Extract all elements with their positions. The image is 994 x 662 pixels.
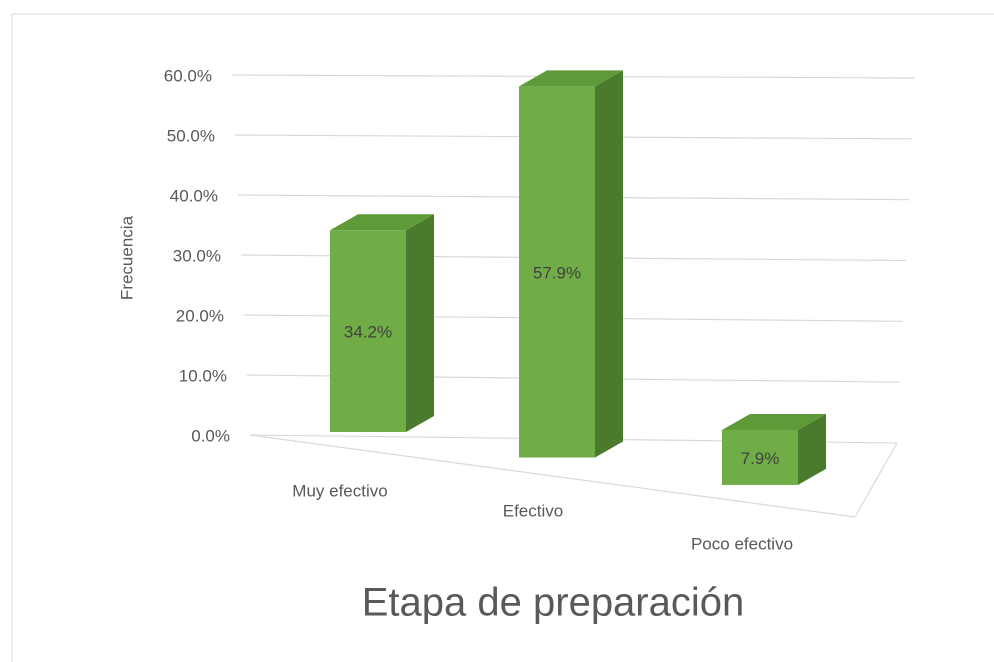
x-tick-label: Muy efectivo — [292, 481, 387, 500]
y-tick-label: 0.0% — [191, 426, 230, 445]
y-tick-label: 30.0% — [173, 246, 221, 265]
y-tick-label: 50.0% — [167, 126, 215, 145]
bar-top — [330, 214, 434, 231]
y-tick-label: 60.0% — [164, 66, 212, 85]
y-tick-label: 10.0% — [179, 366, 227, 385]
bar-top — [519, 70, 623, 87]
bar — [330, 230, 406, 432]
bar — [519, 86, 595, 458]
y-tick-label: 40.0% — [170, 186, 218, 205]
y-axis-label: Frecuencia — [117, 215, 136, 300]
y-tick-label: 20.0% — [176, 306, 224, 325]
bar — [722, 429, 798, 485]
data-label: 7.9% — [741, 449, 780, 468]
data-label: 57.9% — [533, 263, 581, 282]
bar-side — [595, 70, 623, 458]
x-tick-label: Poco efectivo — [691, 534, 793, 553]
data-label: 34.2% — [344, 323, 392, 342]
bar-side — [406, 214, 434, 432]
x-tick-label: Efectivo — [503, 501, 563, 520]
bar-side — [798, 413, 826, 485]
floor-edge — [249, 434, 856, 518]
floor-edge — [854, 442, 898, 518]
x-axis-title: Etapa de preparación — [362, 581, 745, 625]
bar-top — [722, 413, 826, 430]
chart-frame — [11, 13, 994, 662]
